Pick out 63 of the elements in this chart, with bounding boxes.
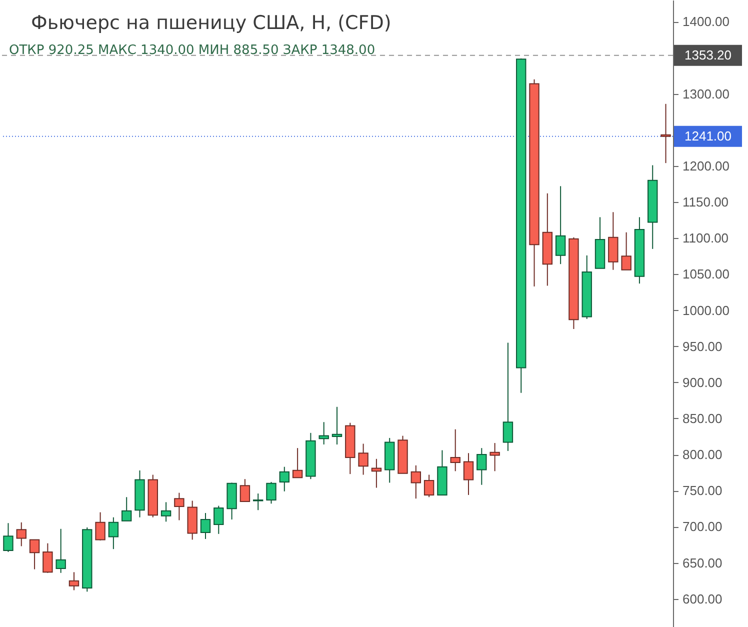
candlestick — [502, 342, 514, 452]
y-tick-label: 1100.00 — [682, 230, 729, 246]
candlestick — [608, 212, 618, 270]
candlestick — [187, 500, 198, 540]
candlestick — [634, 216, 645, 284]
candlestick — [529, 78, 540, 287]
candlestick — [582, 254, 592, 320]
candlestick — [660, 103, 671, 164]
candlestick — [226, 482, 237, 520]
candlestick — [594, 216, 606, 269]
candlestick — [318, 422, 329, 445]
y-tick-label: 800.00 — [682, 447, 722, 462]
y-tick-label: 600.00 — [682, 591, 722, 606]
y-tick-label: 1400.00 — [682, 14, 730, 30]
candlestick — [437, 450, 448, 496]
candlestick — [108, 516, 119, 550]
candlestick — [621, 232, 632, 270]
candlestick — [542, 192, 553, 286]
candlestick — [306, 432, 316, 480]
y-tick-label: 1000.00 — [682, 302, 730, 318]
candlestick — [68, 572, 80, 591]
y-tick-label: 700.00 — [682, 519, 722, 534]
candlestick — [476, 448, 487, 486]
candlestick — [648, 164, 658, 250]
candlestick — [555, 186, 566, 265]
candlestick — [463, 452, 474, 496]
candlestick — [490, 442, 500, 472]
y-tick-label: 900.00 — [682, 374, 722, 390]
candlestick — [266, 481, 276, 504]
candlestick — [121, 496, 132, 522]
candlestick — [160, 502, 172, 522]
candlestick — [16, 522, 26, 547]
candlestick — [292, 448, 303, 478]
candlestick — [279, 466, 290, 492]
candlestick — [568, 236, 579, 330]
y-tick-label: 950.00 — [682, 338, 722, 354]
candlestick — [148, 474, 158, 518]
y-tick-label: 1300.00 — [682, 86, 730, 102]
candlestick — [56, 528, 66, 574]
candlestick — [332, 406, 342, 445]
candlestick — [384, 437, 395, 484]
candlestick — [134, 470, 145, 518]
ref-line-label: 1353.20 — [684, 47, 732, 62]
y-tick-label: 1200.00 — [682, 158, 730, 174]
candlestick — [174, 492, 184, 521]
candlestick — [410, 464, 422, 500]
candlestick — [95, 512, 106, 540]
y-tick-label: 1050.00 — [682, 266, 730, 282]
candlestick — [29, 539, 40, 570]
text: ОТКР 920.25 МАКС 1340.00 МИН 885.50 ЗАКР 1348.00 — [9, 43, 376, 58]
y-tick-label: 850.00 — [682, 410, 722, 426]
candlestick — [240, 478, 250, 502]
candlestick — [398, 435, 408, 474]
candlestick — [450, 428, 460, 472]
y-tick-label: 750.00 — [682, 483, 722, 498]
candlestick — [42, 542, 53, 573]
ref-line-label: 1241.00 — [684, 128, 732, 144]
candlestick — [358, 443, 368, 476]
y-tick-label: 650.00 — [682, 555, 722, 570]
y-tick-label: 1150.00 — [682, 194, 729, 210]
candlestick — [3, 522, 14, 552]
text: Фьючерс на пшеницу США, H, (CFD) — [31, 12, 392, 34]
candlestick — [200, 512, 211, 540]
